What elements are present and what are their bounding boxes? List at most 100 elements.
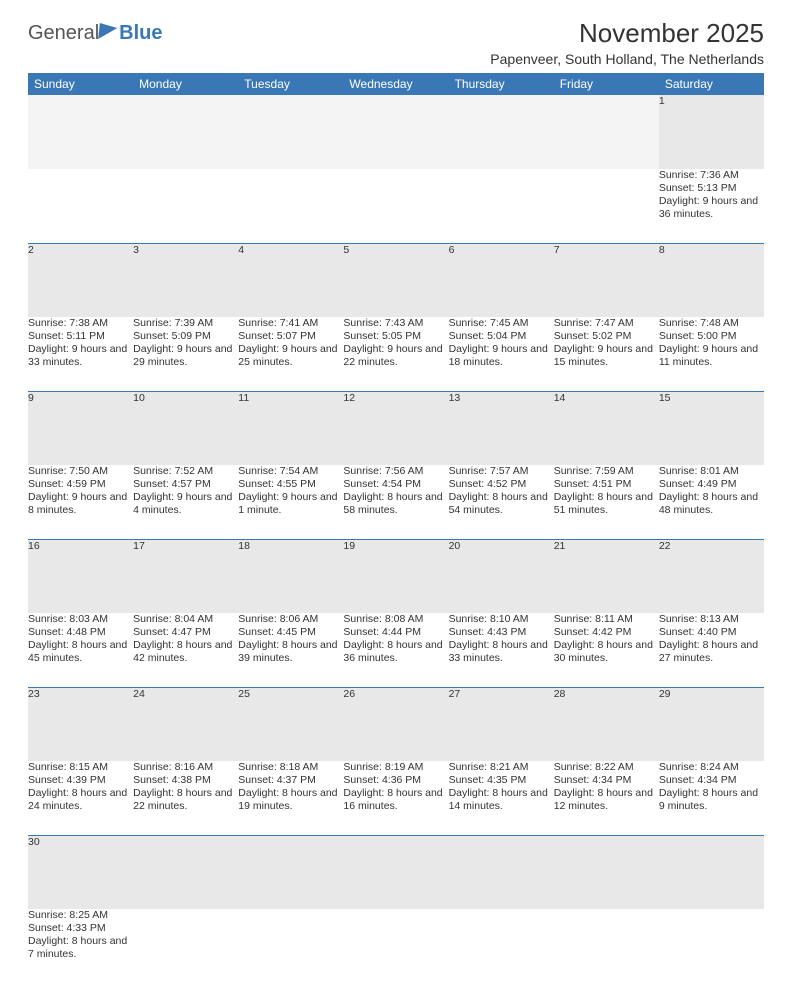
day-detail-cell: Sunrise: 8:03 AMSunset: 4:48 PMDaylight:… — [28, 613, 133, 687]
day-number-cell — [343, 95, 448, 169]
day-number-cell: 24 — [133, 687, 238, 761]
day-number-cell: 13 — [449, 391, 554, 465]
day-detail-cell: Sunrise: 7:50 AMSunset: 4:59 PMDaylight:… — [28, 465, 133, 539]
day-detail-cell — [238, 909, 343, 983]
day-detail-cell — [449, 909, 554, 983]
day-detail-cell: Sunrise: 7:41 AMSunset: 5:07 PMDaylight:… — [238, 317, 343, 391]
title-block: November 2025 Papenveer, South Holland, … — [490, 18, 764, 67]
day-detail-cell: Sunrise: 8:06 AMSunset: 4:45 PMDaylight:… — [238, 613, 343, 687]
weekday-header-row: SundayMondayTuesdayWednesdayThursdayFrid… — [28, 73, 764, 95]
day-detail-cell: Sunrise: 7:52 AMSunset: 4:57 PMDaylight:… — [133, 465, 238, 539]
logo-text-general: General — [28, 22, 99, 45]
day-detail-cell: Sunrise: 8:08 AMSunset: 4:44 PMDaylight:… — [343, 613, 448, 687]
logo-triangle-icon — [98, 23, 118, 39]
day-detail-row: Sunrise: 7:50 AMSunset: 4:59 PMDaylight:… — [28, 465, 764, 539]
day-detail-row: Sunrise: 8:15 AMSunset: 4:39 PMDaylight:… — [28, 761, 764, 835]
weekday-header: Friday — [554, 73, 659, 95]
day-number-cell: 6 — [449, 243, 554, 317]
day-detail-cell: Sunrise: 7:38 AMSunset: 5:11 PMDaylight:… — [28, 317, 133, 391]
day-detail-cell: Sunrise: 8:15 AMSunset: 4:39 PMDaylight:… — [28, 761, 133, 835]
day-detail-cell — [133, 909, 238, 983]
day-detail-cell — [343, 909, 448, 983]
logo: General Blue — [28, 18, 163, 45]
weekday-header: Saturday — [659, 73, 764, 95]
weekday-header: Tuesday — [238, 73, 343, 95]
day-detail-cell: Sunrise: 7:43 AMSunset: 5:05 PMDaylight:… — [343, 317, 448, 391]
day-detail-cell: Sunrise: 7:59 AMSunset: 4:51 PMDaylight:… — [554, 465, 659, 539]
day-detail-cell: Sunrise: 7:36 AMSunset: 5:13 PMDaylight:… — [659, 169, 764, 243]
day-number-cell: 15 — [659, 391, 764, 465]
day-detail-cell: Sunrise: 7:57 AMSunset: 4:52 PMDaylight:… — [449, 465, 554, 539]
day-detail-cell: Sunrise: 7:45 AMSunset: 5:04 PMDaylight:… — [449, 317, 554, 391]
day-number-cell — [449, 95, 554, 169]
day-detail-cell: Sunrise: 7:39 AMSunset: 5:09 PMDaylight:… — [133, 317, 238, 391]
day-detail-cell — [238, 169, 343, 243]
day-number-cell: 11 — [238, 391, 343, 465]
day-number-cell: 1 — [659, 95, 764, 169]
day-number-cell: 20 — [449, 539, 554, 613]
page-title: November 2025 — [490, 18, 764, 49]
day-number-cell: 12 — [343, 391, 448, 465]
day-detail-row: Sunrise: 7:38 AMSunset: 5:11 PMDaylight:… — [28, 317, 764, 391]
day-detail-row: Sunrise: 8:25 AMSunset: 4:33 PMDaylight:… — [28, 909, 764, 983]
day-number-cell: 7 — [554, 243, 659, 317]
day-number-cell: 4 — [238, 243, 343, 317]
day-number-cell: 3 — [133, 243, 238, 317]
day-detail-cell: Sunrise: 8:11 AMSunset: 4:42 PMDaylight:… — [554, 613, 659, 687]
weekday-header: Thursday — [449, 73, 554, 95]
day-detail-row: Sunrise: 8:03 AMSunset: 4:48 PMDaylight:… — [28, 613, 764, 687]
day-detail-cell: Sunrise: 8:04 AMSunset: 4:47 PMDaylight:… — [133, 613, 238, 687]
day-number-cell: 30 — [28, 835, 133, 909]
day-number-cell — [133, 95, 238, 169]
logo-text-blue: Blue — [119, 22, 162, 45]
day-number-cell — [343, 835, 448, 909]
day-number-cell: 17 — [133, 539, 238, 613]
day-number-cell: 22 — [659, 539, 764, 613]
day-detail-cell: Sunrise: 8:13 AMSunset: 4:40 PMDaylight:… — [659, 613, 764, 687]
day-detail-cell — [28, 169, 133, 243]
day-detail-row: Sunrise: 7:36 AMSunset: 5:13 PMDaylight:… — [28, 169, 764, 243]
day-detail-cell: Sunrise: 8:22 AMSunset: 4:34 PMDaylight:… — [554, 761, 659, 835]
day-detail-cell: Sunrise: 7:56 AMSunset: 4:54 PMDaylight:… — [343, 465, 448, 539]
day-number-row: 30 — [28, 835, 764, 909]
day-number-cell: 26 — [343, 687, 448, 761]
day-number-cell: 25 — [238, 687, 343, 761]
day-number-cell: 21 — [554, 539, 659, 613]
weekday-header: Wednesday — [343, 73, 448, 95]
day-number-cell: 16 — [28, 539, 133, 613]
day-detail-cell: Sunrise: 8:21 AMSunset: 4:35 PMDaylight:… — [449, 761, 554, 835]
day-detail-cell: Sunrise: 8:25 AMSunset: 4:33 PMDaylight:… — [28, 909, 133, 983]
day-number-cell — [133, 835, 238, 909]
day-number-cell: 27 — [449, 687, 554, 761]
calendar-page: General Blue November 2025 Papenveer, So… — [0, 0, 792, 993]
day-detail-cell — [449, 169, 554, 243]
header: General Blue November 2025 Papenveer, So… — [28, 18, 764, 67]
day-number-cell — [28, 95, 133, 169]
day-number-cell: 23 — [28, 687, 133, 761]
day-number-row: 16171819202122 — [28, 539, 764, 613]
day-detail-cell — [659, 909, 764, 983]
day-detail-cell: Sunrise: 8:24 AMSunset: 4:34 PMDaylight:… — [659, 761, 764, 835]
day-detail-cell — [554, 169, 659, 243]
day-number-cell — [238, 95, 343, 169]
day-detail-cell: Sunrise: 8:10 AMSunset: 4:43 PMDaylight:… — [449, 613, 554, 687]
calendar-table: SundayMondayTuesdayWednesdayThursdayFrid… — [28, 73, 764, 983]
day-detail-cell: Sunrise: 7:54 AMSunset: 4:55 PMDaylight:… — [238, 465, 343, 539]
day-number-row: 2345678 — [28, 243, 764, 317]
day-number-cell — [449, 835, 554, 909]
day-number-cell: 9 — [28, 391, 133, 465]
day-number-cell: 5 — [343, 243, 448, 317]
day-number-cell: 28 — [554, 687, 659, 761]
day-number-cell — [554, 835, 659, 909]
day-detail-cell: Sunrise: 7:48 AMSunset: 5:00 PMDaylight:… — [659, 317, 764, 391]
day-number-row: 23242526272829 — [28, 687, 764, 761]
day-number-cell: 14 — [554, 391, 659, 465]
day-number-cell: 10 — [133, 391, 238, 465]
day-number-cell — [554, 95, 659, 169]
day-number-cell: 18 — [238, 539, 343, 613]
day-number-cell: 29 — [659, 687, 764, 761]
day-number-cell: 19 — [343, 539, 448, 613]
weekday-header: Sunday — [28, 73, 133, 95]
day-detail-cell — [133, 169, 238, 243]
day-number-cell — [238, 835, 343, 909]
